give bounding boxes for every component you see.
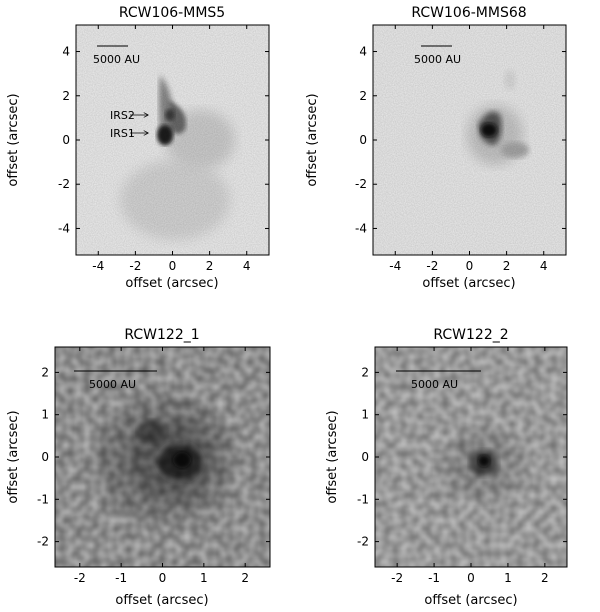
x-tick-label: -2	[129, 259, 141, 273]
x-tick-label: 1	[200, 571, 208, 585]
y-ticks: -2 -1 0 1 2	[357, 365, 567, 549]
x-tick-label: 4	[540, 259, 548, 273]
y-tick-label: -2	[355, 177, 367, 191]
panel-title: RCW106-MMS5	[119, 5, 225, 21]
scale-bar-label: 5000 AU	[93, 53, 140, 66]
x-tick-label: 2	[503, 259, 511, 273]
x-axis-label: offset (arcsec)	[115, 593, 208, 608]
x-tick-label: 0	[466, 259, 474, 273]
x-tick-label: 1	[504, 571, 512, 585]
x-tick-label: 2	[206, 259, 214, 273]
panel-rcw122-2: RCW122_2 5000 AU -2 -1 0 1 2 -2 -1 0 1 2 offset …	[325, 327, 568, 608]
x-tick-label: -2	[426, 259, 438, 273]
y-tick-label: 0	[361, 450, 369, 464]
x-tick-label: -1	[115, 571, 127, 585]
x-tick-label: 0	[159, 571, 167, 585]
panel-rcw122-1: RCW122_1 5000 AU -2 -1 0 1 2 -2 -1 0 1 2 offset …	[6, 327, 271, 608]
image-rcw122-2	[375, 347, 567, 567]
y-tick-label: 2	[359, 89, 367, 103]
y-tick-label: -2	[58, 177, 70, 191]
y-tick-label: -2	[37, 535, 49, 549]
y-tick-label: -4	[355, 221, 367, 235]
y-tick-label: 0	[41, 450, 49, 464]
y-axis-label: offset (arcsec)	[325, 410, 340, 503]
y-ticks: -4 -2 0 2 4	[355, 45, 566, 235]
x-tick-label: 4	[243, 259, 251, 273]
x-tick-label: 2	[541, 571, 549, 585]
y-ticks: -2 -1 0 1 2	[37, 365, 270, 549]
panel-rcw106-mms68: RCW106-MMS68 5000 AU -4 -2 0 2 4 -4 -2 0 2 4 off…	[305, 5, 567, 291]
x-tick-label: -2	[74, 571, 86, 585]
x-ticks: -4 -2 0 2 4	[389, 25, 548, 273]
y-tick-label: -4	[58, 221, 70, 235]
y-tick-label: -1	[37, 492, 49, 506]
annotation-irs1: IRS1	[110, 127, 135, 140]
y-tick-label: 1	[361, 408, 369, 422]
y-ticks: -4 -2 0 2 4	[58, 45, 269, 235]
scale-bar: 5000 AU	[396, 370, 481, 391]
x-axis-label: offset (arcsec)	[424, 593, 517, 608]
scale-bar-label: 5000 AU	[411, 378, 458, 391]
x-ticks: -4 -2 0 2 4	[92, 25, 251, 273]
panel-title: RCW122_2	[433, 327, 508, 343]
x-axis-label: offset (arcsec)	[125, 276, 218, 291]
scale-bar: 5000 AU	[414, 45, 461, 66]
image-rcw106-mms68	[373, 25, 566, 255]
y-tick-label: 2	[62, 89, 70, 103]
x-tick-label: -1	[428, 571, 440, 585]
annotation-irs2: IRS2	[110, 109, 135, 122]
y-tick-label: 4	[62, 45, 70, 59]
annotations: IRS2 IRS1	[110, 109, 148, 140]
scale-bar: 5000 AU	[93, 45, 140, 66]
y-tick-label: 2	[41, 365, 49, 379]
x-axis-label: offset (arcsec)	[422, 276, 515, 291]
panel-title: RCW106-MMS68	[411, 5, 526, 21]
scale-bar: 5000 AU	[74, 370, 157, 391]
panel-title: RCW122_1	[124, 327, 199, 343]
y-axis-label: offset (arcsec)	[305, 93, 320, 186]
scale-bar-label: 5000 AU	[414, 53, 461, 66]
panel-rcw106-mms5: RCW106-MMS5 5000 AU IRS2 IRS1 -4 -2 0 2 4 -4…	[6, 5, 270, 291]
x-tick-label: -2	[391, 571, 403, 585]
y-axis-label: offset (arcsec)	[6, 410, 21, 503]
y-tick-label: -2	[357, 535, 369, 549]
x-tick-label: 0	[169, 259, 177, 273]
x-ticks: -2 -1 0 1 2	[74, 347, 249, 585]
y-tick-label: 4	[359, 45, 367, 59]
y-tick-label: 0	[62, 133, 70, 147]
y-tick-label: 0	[359, 133, 367, 147]
image-rcw106-mms5	[76, 25, 269, 255]
y-axis-label: offset (arcsec)	[6, 93, 21, 186]
x-tick-label: -4	[389, 259, 401, 273]
x-tick-label: 2	[241, 571, 249, 585]
y-tick-label: 2	[361, 365, 369, 379]
scale-bar-label: 5000 AU	[89, 378, 136, 391]
y-tick-label: -1	[357, 492, 369, 506]
y-tick-label: 1	[41, 408, 49, 422]
x-ticks: -2 -1 0 1 2	[391, 347, 549, 585]
x-tick-label: -4	[92, 259, 104, 273]
x-tick-label: 0	[467, 571, 475, 585]
image-rcw122-1	[55, 347, 270, 567]
